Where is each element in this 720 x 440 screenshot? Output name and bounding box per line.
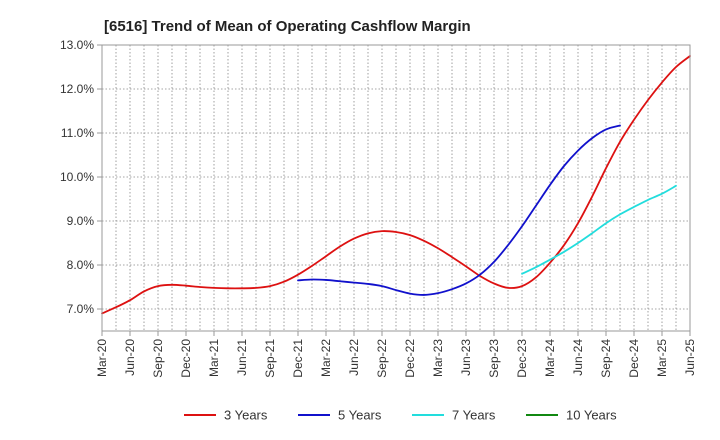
x-tick-label: Jun-22 [347,339,361,376]
grid-layer [101,44,691,331]
series-line-7-years [521,184,677,275]
y-tick-label: 7.0% [67,302,95,316]
y-tick-label: 8.0% [67,258,95,272]
x-tick-label: Mar-21 [207,339,221,377]
x-tick-label: Dec-20 [179,339,193,378]
y-tick-label: 9.0% [67,214,95,228]
legend-label-3-years: 3 Years [224,408,268,423]
legend-label-5-years: 5 Years [338,408,382,423]
x-tick-label: Dec-22 [403,339,417,378]
x-tick-label: Mar-24 [543,339,557,377]
y-tick-label: 12.0% [60,82,94,96]
y-tick-label: 11.0% [61,126,94,140]
x-tick-label: Jun-24 [571,339,585,376]
y-tick-label: 13.0% [60,38,94,52]
x-tick-label: Dec-21 [291,339,305,378]
series-line-3-years [101,55,691,315]
x-tick-label: Jun-20 [123,339,137,376]
x-tick-label: Mar-20 [95,339,109,377]
axis-layer: 7.0% 8.0% 9.0% 10.0% 11.0% 12.0% 13.0% Mar-20 Ju… [60,38,697,378]
x-tick-label: Sep-22 [375,339,389,378]
x-tick-label: Mar-22 [319,339,333,377]
x-tick-label: Sep-21 [263,339,277,378]
x-tick-label: Jun-25 [683,339,697,376]
x-tick-label: Dec-24 [627,339,641,378]
legend: 3 Years 5 Years 7 Years 10 Years [184,408,617,423]
x-tick-label: Sep-23 [487,339,501,378]
plot-frame [101,44,691,332]
x-tick-label: Sep-24 [599,339,613,378]
x-tick-label: Dec-23 [515,339,529,378]
legend-label-7-years: 7 Years [452,408,496,423]
x-tick-label: Mar-23 [431,339,445,377]
chart-title: [6516] Trend of Mean of Operating Cashfl… [104,18,471,35]
x-tick-label: Mar-25 [655,339,669,377]
x-tick-label: Jun-21 [235,339,249,376]
x-tick-label: Sep-20 [151,339,165,378]
y-tick-label: 10.0% [60,170,94,184]
x-tick-label: Jun-23 [459,339,473,376]
legend-label-10-years: 10 Years [566,408,617,423]
series-layer [101,55,691,315]
series-line-5-years [297,124,621,296]
